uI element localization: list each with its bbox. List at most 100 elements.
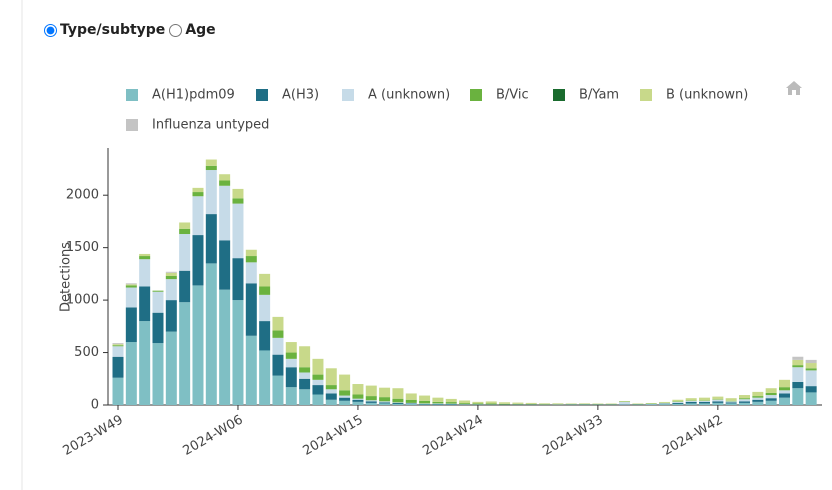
bar-segment [739, 402, 751, 405]
bar-segment [805, 363, 817, 369]
bar-segment [392, 398, 404, 403]
bar-segment [565, 403, 577, 404]
bar-segment [379, 387, 391, 398]
bar-segment [112, 346, 124, 357]
bar-segment [165, 275, 177, 280]
bar-segment [125, 283, 137, 285]
bar-segment [525, 402, 537, 404]
bar-segment [179, 222, 191, 229]
bar-segment [685, 398, 697, 401]
bar-segment [245, 256, 257, 263]
bar-segment [632, 403, 644, 404]
bar-segment [499, 403, 511, 405]
bar-segment [339, 400, 351, 405]
legend-swatch [126, 119, 138, 131]
bar-segment [725, 398, 737, 401]
bar-segment [619, 401, 631, 405]
bar-segment [192, 285, 204, 405]
bar-segment [792, 367, 804, 382]
bar-segment [699, 403, 711, 405]
bar-segment [485, 401, 497, 404]
bar-segment [752, 397, 764, 400]
bar-segment [672, 402, 684, 404]
bar-segment [379, 401, 391, 403]
bar-segment [685, 400, 697, 402]
bar-segment [445, 403, 457, 405]
bar-segment [445, 402, 457, 404]
bar-segment [765, 398, 777, 401]
bar-segment [312, 394, 324, 405]
bar-segment [112, 377, 124, 405]
bar-segment [192, 235, 204, 286]
bar-segment [325, 385, 337, 390]
bar-segment [352, 384, 364, 395]
bar-segment [259, 321, 271, 351]
radio-button[interactable] [169, 23, 183, 37]
bar-segment [405, 402, 417, 404]
bar-segment [379, 397, 391, 402]
bar-segment [659, 404, 671, 405]
radio-option[interactable]: Age [169, 22, 216, 38]
bar-segment [672, 399, 684, 402]
bar-segment [192, 187, 204, 193]
bar-segment [152, 291, 164, 313]
bar-segment [752, 401, 764, 405]
y-tick-label: 500 [74, 345, 99, 360]
bar-segment [779, 390, 790, 394]
bar-segment [125, 287, 137, 308]
radio-button[interactable] [44, 23, 57, 37]
x-tick-label: 2024-W15 [300, 413, 365, 459]
bar-segment [205, 170, 217, 215]
bar-segment [205, 214, 217, 264]
bar-segment [805, 368, 817, 371]
bar-segment [192, 192, 204, 197]
bar-segment [232, 258, 244, 301]
bar-segment [419, 403, 431, 405]
home-icon[interactable] [786, 81, 802, 95]
bar-segment [712, 402, 724, 405]
bar-segment [259, 350, 271, 405]
bar-segment [272, 337, 284, 355]
bar-segment [325, 399, 337, 405]
bar-segment [379, 402, 391, 404]
bar-segment [592, 403, 604, 405]
bar-segment [512, 402, 524, 404]
bar-segment [712, 399, 724, 400]
bar-segment [219, 180, 231, 186]
bar-segment [685, 403, 697, 405]
bar-segment [659, 401, 671, 403]
legend-label: B/Vic [496, 88, 529, 103]
bar-segment [152, 312, 164, 344]
legend-swatch [126, 89, 138, 101]
bar-segment [672, 401, 684, 403]
bar-segment [645, 403, 657, 404]
bar-segment [179, 270, 191, 303]
y-tick-label: 1000 [66, 293, 99, 308]
bar-segment [459, 403, 471, 405]
bar-segment [765, 400, 777, 405]
bar-segment [379, 403, 391, 405]
y-axis-label: Detections [59, 242, 74, 312]
bar-segment [739, 398, 751, 400]
bar-segment [112, 343, 124, 345]
bar-segment [192, 196, 204, 236]
bar-segment [685, 400, 697, 401]
bar-segment [672, 403, 684, 405]
bar-segment [779, 379, 790, 388]
bar-segment [232, 300, 244, 405]
bar-segment [405, 403, 417, 404]
bar-segment [272, 375, 284, 405]
radio-option[interactable]: Type/subtype [44, 22, 165, 38]
x-tick-label: 2023-W49 [61, 413, 126, 459]
bar-segment [579, 403, 591, 404]
bar-segment [432, 397, 444, 402]
bar-segment [165, 272, 177, 276]
bar-segment [339, 395, 351, 398]
bar-segment [659, 403, 671, 404]
bar-segment [112, 344, 124, 346]
bar-segment [419, 395, 431, 401]
bar-segment [245, 283, 257, 336]
bar-segment [325, 389, 337, 394]
